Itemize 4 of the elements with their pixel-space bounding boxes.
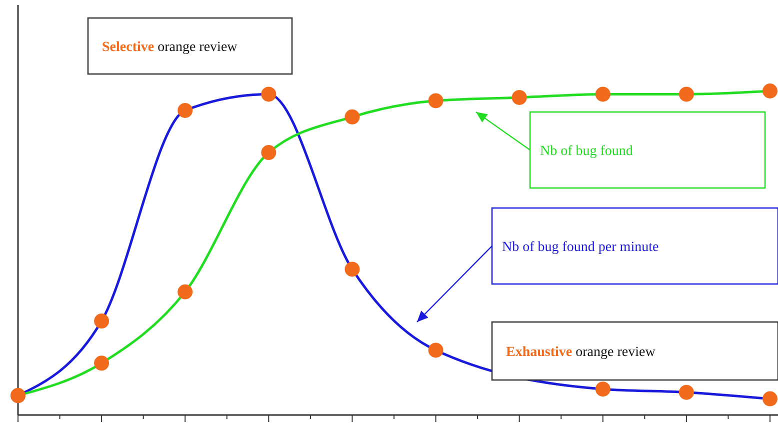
annotation: Exhaustive orange review bbox=[506, 345, 656, 360]
text: Nb of bug found bbox=[540, 144, 633, 159]
text: Selective orange review bbox=[102, 40, 238, 55]
text: Nb of bug found per minute bbox=[502, 240, 659, 255]
